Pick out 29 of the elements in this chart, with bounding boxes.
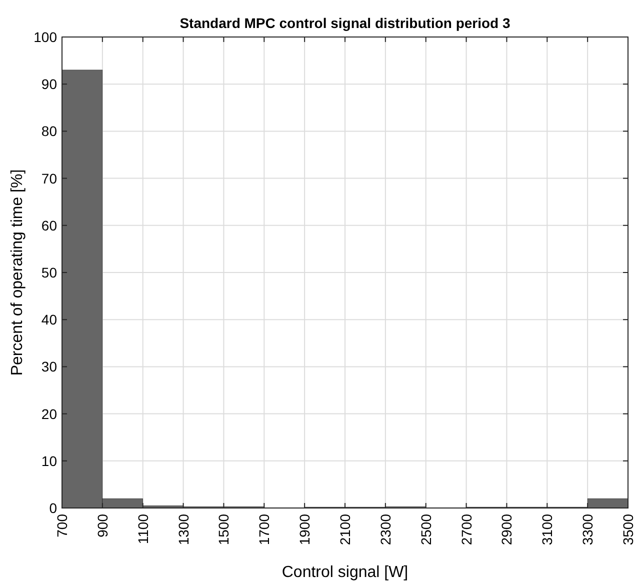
x-tick-label: 900: [94, 514, 110, 538]
x-tick-label: 2700: [458, 514, 474, 546]
x-tick-label: 2900: [498, 514, 515, 546]
x-tick-label: 3500: [620, 514, 636, 546]
x-tick-label: 1100: [134, 514, 151, 544]
x-tick-label: 1300: [175, 514, 192, 546]
y-tick-label: 50: [41, 264, 58, 280]
y-tick-label: 30: [41, 358, 58, 375]
y-tick-label: 20: [41, 406, 58, 422]
x-tick-label: 1500: [216, 514, 232, 546]
x-tick-label: 3100: [539, 514, 556, 546]
y-tick-label: 70: [41, 170, 58, 186]
x-axis-title: Control signal [W]: [282, 564, 408, 581]
y-tick-label: 10: [41, 452, 58, 469]
x-tick-label: 1700: [256, 514, 272, 546]
y-tick-label: 100: [34, 29, 58, 45]
x-tick-label: 2300: [377, 514, 394, 546]
x-tick-label: 2500: [418, 514, 434, 546]
x-tick-label: 700: [54, 514, 70, 538]
x-tick-label: 2100: [337, 514, 353, 546]
y-tick-label: 0: [49, 500, 58, 516]
y-tick-label: 90: [41, 76, 58, 92]
y-tick-label: 80: [41, 123, 58, 140]
x-tick-label: 3300: [580, 514, 596, 546]
chart-title: Standard MPC control signal distribution period 3: [180, 15, 510, 31]
y-tick-label: 40: [41, 312, 58, 328]
y-axis-title: Percent of operating time [%]: [9, 169, 26, 376]
x-tick-label: 1900: [296, 514, 313, 546]
y-tick-label: 60: [41, 217, 58, 234]
